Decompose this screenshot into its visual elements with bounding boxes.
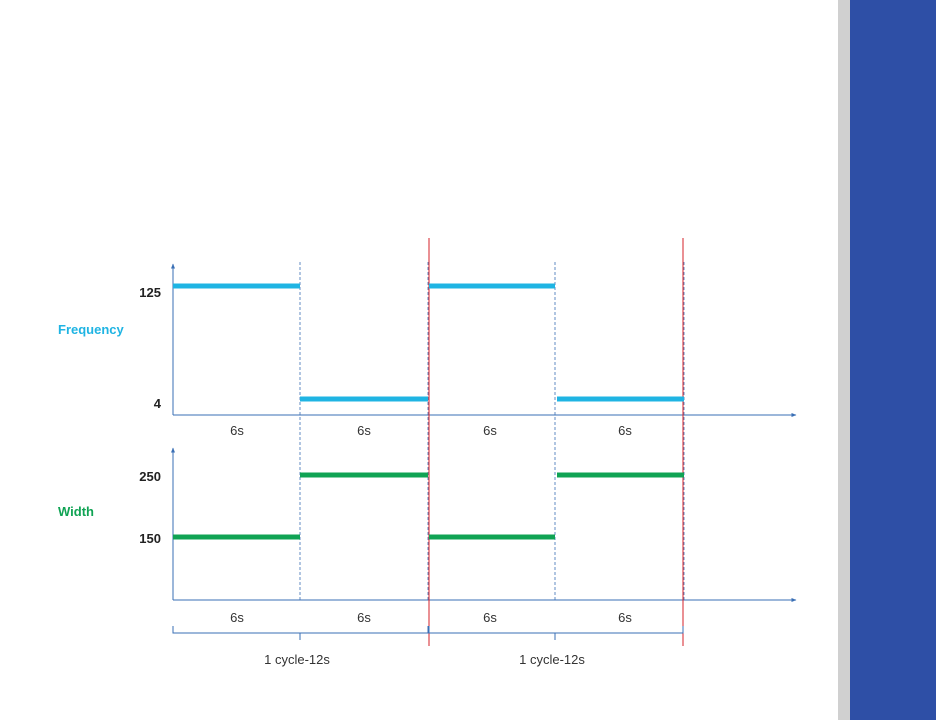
width-axes xyxy=(171,447,797,602)
width-duration-labels: 6s 6s 6s 6s xyxy=(230,610,632,625)
duration-label: 6s xyxy=(483,610,497,625)
cycle-bracket xyxy=(428,626,684,640)
duration-label: 6s xyxy=(230,423,244,438)
side-strip xyxy=(838,0,850,720)
width-high-label: 250 xyxy=(139,469,161,484)
frequency-axes xyxy=(171,263,797,417)
duration-label: 6s xyxy=(618,423,632,438)
cycle-bracket xyxy=(172,626,429,640)
width-segments xyxy=(173,472,684,540)
cycle-brackets: 1 cycle-12s 1 cycle-12s xyxy=(172,626,684,667)
width-signal-label: Width xyxy=(58,504,94,519)
phase-dividers xyxy=(299,262,685,600)
cycle-label: 1 cycle-12s xyxy=(264,652,330,667)
cycle-label: 1 cycle-12s xyxy=(519,652,585,667)
cycle-markers xyxy=(428,238,684,646)
timing-diagram: 125 4 Frequency 250 150 Width 6s 6s 6s 6… xyxy=(58,238,797,667)
duration-label: 6s xyxy=(483,423,497,438)
duration-label: 6s xyxy=(230,610,244,625)
duration-label: 6s xyxy=(357,610,371,625)
duration-label: 6s xyxy=(357,423,371,438)
frequency-duration-labels: 6s 6s 6s 6s xyxy=(230,423,632,438)
width-low-label: 150 xyxy=(139,531,161,546)
duration-label: 6s xyxy=(618,610,632,625)
side-panel xyxy=(850,0,936,720)
frequency-high-label: 125 xyxy=(139,285,161,300)
frequency-low-label: 4 xyxy=(154,396,162,411)
frequency-segments xyxy=(173,283,684,402)
frequency-signal-label: Frequency xyxy=(58,322,125,337)
